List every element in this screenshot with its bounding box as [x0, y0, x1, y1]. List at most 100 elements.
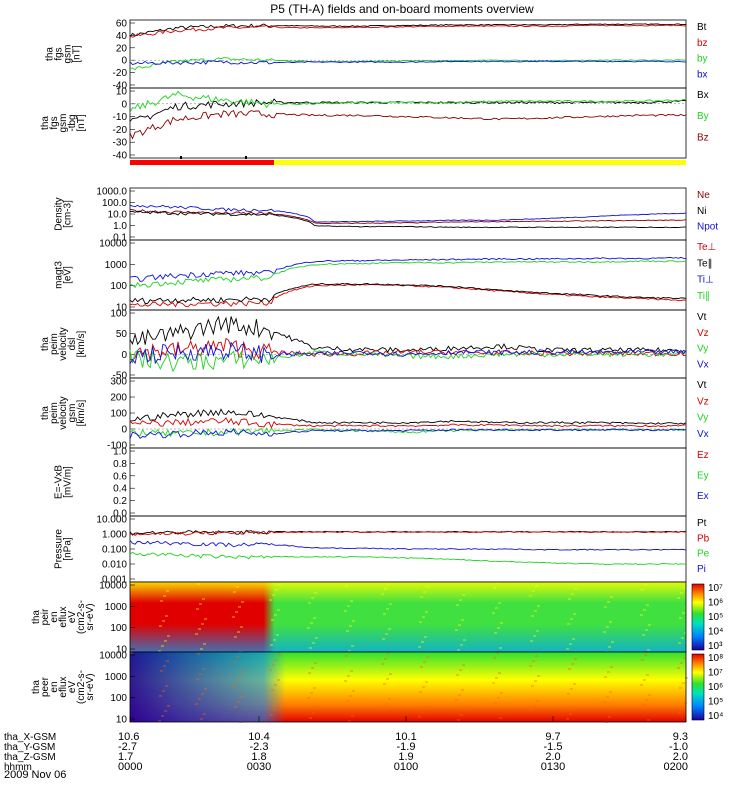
spectrogram-pixel	[455, 629, 458, 631]
legend-entry: Vy	[697, 413, 708, 424]
legend-entry: Bz	[697, 132, 709, 143]
spectrogram-pixel	[570, 688, 573, 690]
spectrogram-pixel	[609, 621, 612, 623]
y-axis-label: gsm	[67, 404, 78, 423]
spectrogram-pixel	[681, 637, 684, 639]
y-axis-label: tha	[40, 116, 51, 130]
spectrogram-pixel	[681, 707, 684, 709]
series-by	[129, 57, 687, 71]
x-row-label: tha_Y-GSM	[4, 742, 55, 753]
panel-frame	[129, 651, 687, 723]
spectrogram-pixel	[572, 708, 575, 710]
x-tick-label: -1.9	[397, 741, 416, 753]
spectrogram-pixel	[574, 588, 577, 590]
spectrogram-pixel	[461, 619, 464, 621]
y-axis-label: dsl	[67, 338, 78, 351]
series-Pe	[129, 551, 687, 565]
y-tick-label: 10000	[99, 239, 127, 250]
y-tick-label: 40	[116, 31, 128, 42]
legend-entry: By	[697, 111, 709, 122]
spectrogram-pixel	[312, 712, 315, 714]
colorbar-peer_spec	[691, 653, 705, 721]
y-tick-label: 100	[110, 409, 127, 420]
x-tick-label: 9.3	[673, 731, 688, 743]
chart-title: P5 (TH-A) fields and on-board moments ov…	[270, 2, 534, 16]
spectrogram-pixel	[384, 658, 387, 660]
y-tick-label: 0	[121, 350, 127, 361]
spectrogram-pixel	[233, 591, 236, 593]
spectrogram-pixel	[201, 693, 204, 695]
y-tick-label: 10	[116, 715, 128, 726]
spectrogram-pixel	[345, 585, 348, 587]
spectrogram-pixel	[383, 683, 386, 685]
spectrogram-pixel	[534, 610, 537, 612]
spectrogram-pixel	[536, 700, 539, 702]
spectrogram-pixel	[277, 609, 280, 611]
spectrogram-pixel	[198, 698, 201, 700]
spectrogram-pixel	[348, 720, 351, 722]
mode-bar-fast	[130, 160, 274, 165]
spectrogram-pixel	[534, 680, 537, 682]
spectrogram-pixel	[315, 637, 318, 639]
spectrogram-pixel	[606, 696, 609, 698]
spectrogram-pixel	[535, 655, 538, 657]
spectrogram-pixel	[387, 583, 390, 585]
spectrogram-pixel	[536, 630, 539, 632]
spectrogram-pixel	[352, 620, 355, 622]
spectrogram-pixel	[162, 620, 165, 622]
spectrogram-pixel	[166, 660, 169, 662]
spectrogram-pixel	[309, 647, 312, 649]
legend-entry: by	[697, 54, 708, 65]
spectrogram-overlay	[130, 582, 686, 652]
y-tick-label: 100	[110, 623, 127, 634]
spectrogram-pixel	[270, 714, 273, 716]
y-tick-label: 10	[116, 645, 128, 656]
spectrogram-pixel	[530, 640, 533, 642]
spectrogram-pixel	[683, 657, 686, 659]
spectrogram-pixel	[200, 648, 203, 650]
spectrogram-pixel	[461, 689, 464, 691]
spectrogram-pixel	[677, 597, 680, 599]
x-tick-label: 10.4	[248, 731, 269, 743]
spectrogram-pixel	[347, 605, 350, 607]
x-tick-label: 0000	[118, 761, 142, 773]
spectrogram-pixel	[608, 716, 611, 718]
spectrogram-pixel	[237, 631, 240, 633]
spectrogram-pixel	[494, 632, 497, 634]
spectrogram-pixel	[310, 622, 313, 624]
spectrogram-overlay	[130, 652, 686, 722]
spectrogram-pixel	[352, 690, 355, 692]
spectrogram-pixel	[499, 717, 502, 719]
spectrogram-pixel	[388, 698, 391, 700]
y-axis-label: (cm2-s-	[76, 670, 87, 704]
panel-density	[129, 187, 687, 241]
spectrogram-pixel	[570, 618, 573, 620]
spectrogram-pixel	[566, 718, 569, 720]
spectrogram-pixel	[569, 643, 572, 645]
panel-peer_spec	[129, 651, 688, 723]
spectrogram-pixel	[387, 653, 390, 655]
spectrogram-pixel	[385, 703, 388, 705]
spectrogram-pixel	[386, 608, 389, 610]
y-axis-label: Pressure	[54, 529, 65, 569]
spectrogram-pixel	[529, 595, 532, 597]
spectrogram-pixel	[270, 644, 273, 646]
spectrogram-pixel	[640, 614, 643, 616]
spectrogram-pixel	[274, 684, 277, 686]
y-tick-label: 1.000	[102, 530, 127, 541]
spectrogram-pixel	[607, 601, 610, 603]
x-tick-label: 1.7	[118, 751, 133, 763]
spectrogram-pixel	[313, 687, 316, 689]
y-tick-label: 200	[110, 393, 127, 404]
spectrogram-pixel	[159, 695, 162, 697]
colorbar-peir_spec	[691, 583, 705, 651]
spectrogram-pixel	[685, 607, 688, 609]
spectrogram-pixel	[309, 717, 312, 719]
legend-entry: Ex	[697, 491, 709, 502]
spectrogram-pixel	[643, 679, 646, 681]
spectrogram-pixel	[682, 682, 685, 684]
spectrogram-pixel	[204, 618, 207, 620]
spectrogram-pixel	[499, 647, 502, 649]
series-Ne	[129, 208, 687, 225]
colorbar-tick-label: 10⁵	[708, 612, 723, 623]
